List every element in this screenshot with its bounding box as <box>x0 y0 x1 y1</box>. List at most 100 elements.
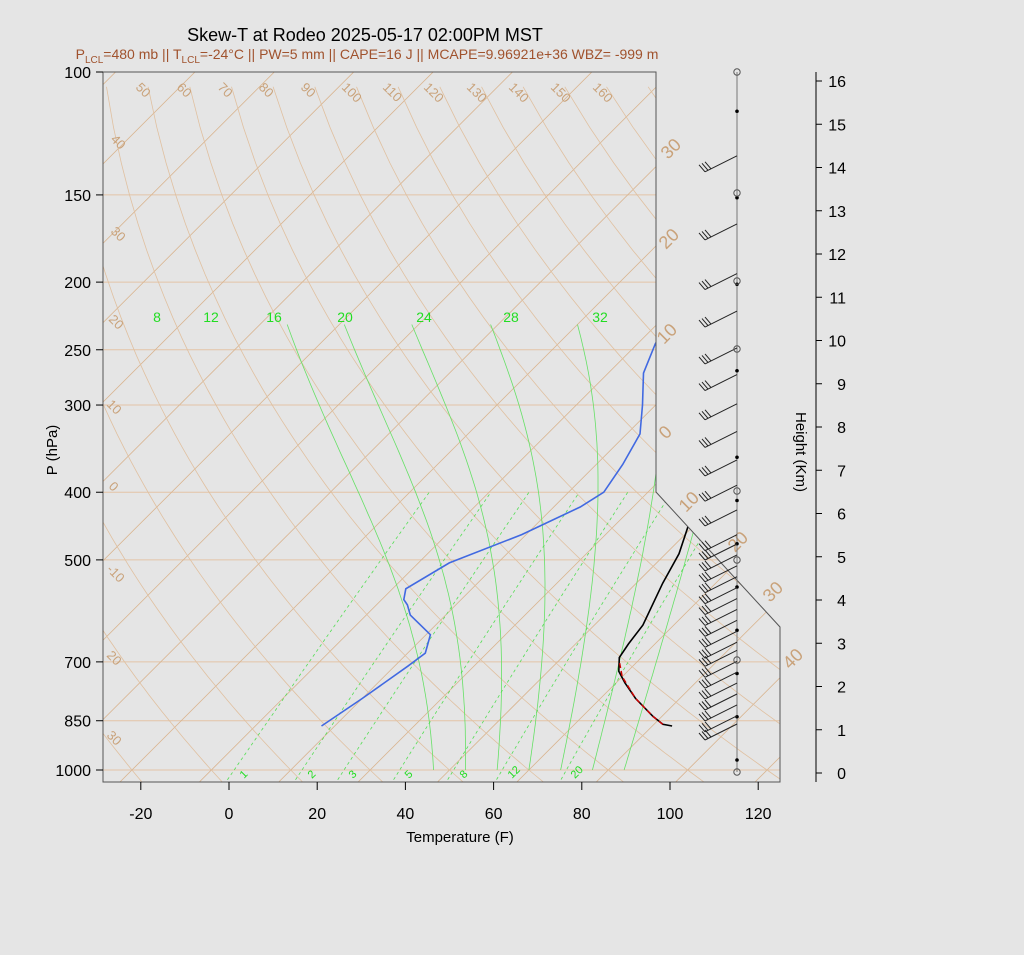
y-axis-title: P (hPa) <box>44 425 61 476</box>
y-tick-label: 700 <box>64 655 91 672</box>
wind-barb-staff <box>705 224 737 240</box>
height-dot <box>735 369 739 373</box>
theta-label: 70 <box>215 80 236 101</box>
isotherm-line <box>421 40 1024 799</box>
theta-label: 60 <box>174 80 195 101</box>
wind-barb-staff <box>705 431 737 447</box>
wind-barb-staff <box>705 274 737 290</box>
x-tick-label: 100 <box>657 806 684 823</box>
isotherm-line <box>103 40 862 799</box>
wind-barb <box>699 375 737 391</box>
wind-barb <box>699 510 737 526</box>
height-tick-label: 11 <box>829 290 846 307</box>
height-tick-label: 14 <box>828 161 846 178</box>
y-tick-label: 850 <box>64 714 91 731</box>
height-dot <box>735 758 739 762</box>
theta-label: 140 <box>506 80 532 106</box>
theta-label: 80 <box>256 80 277 101</box>
theta-label: 90 <box>298 80 319 101</box>
moist-adiabat-label: 8 <box>153 309 161 325</box>
lcl-t-value: =-24°C || <box>200 46 259 62</box>
dry-adiabat-line <box>65 87 467 785</box>
isotherm-line <box>818 40 1024 799</box>
dry-adiabat-label: 20 <box>655 225 683 253</box>
height-dot <box>735 499 739 503</box>
isotherm-line <box>738 40 1024 799</box>
isotherm-line <box>182 40 941 799</box>
dry-adiabat-line <box>482 87 1024 785</box>
isotherm-line <box>341 40 1024 799</box>
height-tick-label: 12 <box>828 247 846 264</box>
x-tick-label: 0 <box>225 806 234 823</box>
dry-adiabat-line <box>648 87 1024 785</box>
height-tick-label: 3 <box>837 636 846 653</box>
dry-adiabat-label: 10 <box>675 488 703 516</box>
moist-adiabat-label: 12 <box>203 309 219 325</box>
lcl-p-value: =480 mb || <box>103 46 173 62</box>
height-tick-label: 5 <box>837 550 846 567</box>
lcl-p-label: P <box>76 46 85 62</box>
dry-adiabat-line <box>315 87 950 785</box>
moist-adiabat-line <box>592 325 664 771</box>
moist-adiabat-line <box>344 325 465 771</box>
dry-adiabat-label: 40 <box>779 645 807 673</box>
y-tick-label: 250 <box>64 343 91 360</box>
dry-adiabat-line <box>523 87 1024 785</box>
height-tick-label: 10 <box>828 334 846 351</box>
wind-barb-staff <box>705 485 737 501</box>
moist-adiabat-label: 24 <box>416 309 432 325</box>
moist-adiabat-line <box>287 325 433 771</box>
moist-adiabat-line <box>491 325 545 771</box>
dry-adiabat-label: 30 <box>657 135 685 163</box>
y-tick-label: 150 <box>64 188 91 205</box>
dry-adiabat-label: 10 <box>653 320 681 348</box>
height-tick-label: 2 <box>837 680 846 697</box>
wind-barb <box>699 156 737 172</box>
height-axis-title: Height (Km) <box>792 412 809 492</box>
y-tick-label: 300 <box>64 398 91 415</box>
wind-barb <box>699 404 737 420</box>
dry-adiabat-line <box>107 87 547 785</box>
isotherm-line <box>0 40 147 799</box>
wind-barb <box>699 642 737 658</box>
y-tick-label: 1000 <box>55 763 91 780</box>
dry-adiabat-line <box>731 87 1024 785</box>
x-tick-label: -20 <box>129 806 152 823</box>
moist-adiabat-label: 16 <box>266 309 282 325</box>
isotherm-label: 30 <box>108 224 129 245</box>
y-tick-label: 400 <box>64 485 91 502</box>
height-tick-label: 15 <box>828 117 846 134</box>
mixing-ratio-line <box>292 492 491 785</box>
height-tick-label: 8 <box>837 420 846 437</box>
wind-barb-staff <box>705 311 737 327</box>
wind-barb <box>699 348 737 364</box>
dry-adiabat-line <box>232 87 789 785</box>
isotherm-label: 20 <box>106 312 127 333</box>
x-tick-label: 20 <box>308 806 326 823</box>
dry-adiabat-line <box>190 87 708 785</box>
wind-barb <box>699 485 737 501</box>
dry-adiabat-line <box>856 87 1024 785</box>
wind-barb-staff <box>705 724 737 740</box>
dry-adiabat-line <box>398 87 1024 785</box>
x-tick-label: 60 <box>485 806 503 823</box>
y-tick-label: 500 <box>64 553 91 570</box>
isotherm-label: 30 <box>104 728 125 749</box>
y-tick-label: 200 <box>64 275 91 292</box>
height-tick-label: 9 <box>837 377 846 394</box>
height-tick-label: 13 <box>828 204 846 221</box>
wind-barb <box>699 716 737 732</box>
isotherm-label: 10 <box>104 397 125 418</box>
dry-adiabat-line <box>815 87 1024 785</box>
dry-adiabat-line <box>773 87 1024 785</box>
height-tick-label: 0 <box>837 766 846 783</box>
mixing-ratio-line <box>390 492 579 785</box>
dry-adiabat-label: 30 <box>759 578 787 606</box>
wind-barb-staff <box>705 156 737 172</box>
x-tick-label: 40 <box>397 806 415 823</box>
x-tick-label: 120 <box>745 806 772 823</box>
theta-label: 110 <box>380 80 405 105</box>
isotherm-line <box>500 40 1024 799</box>
